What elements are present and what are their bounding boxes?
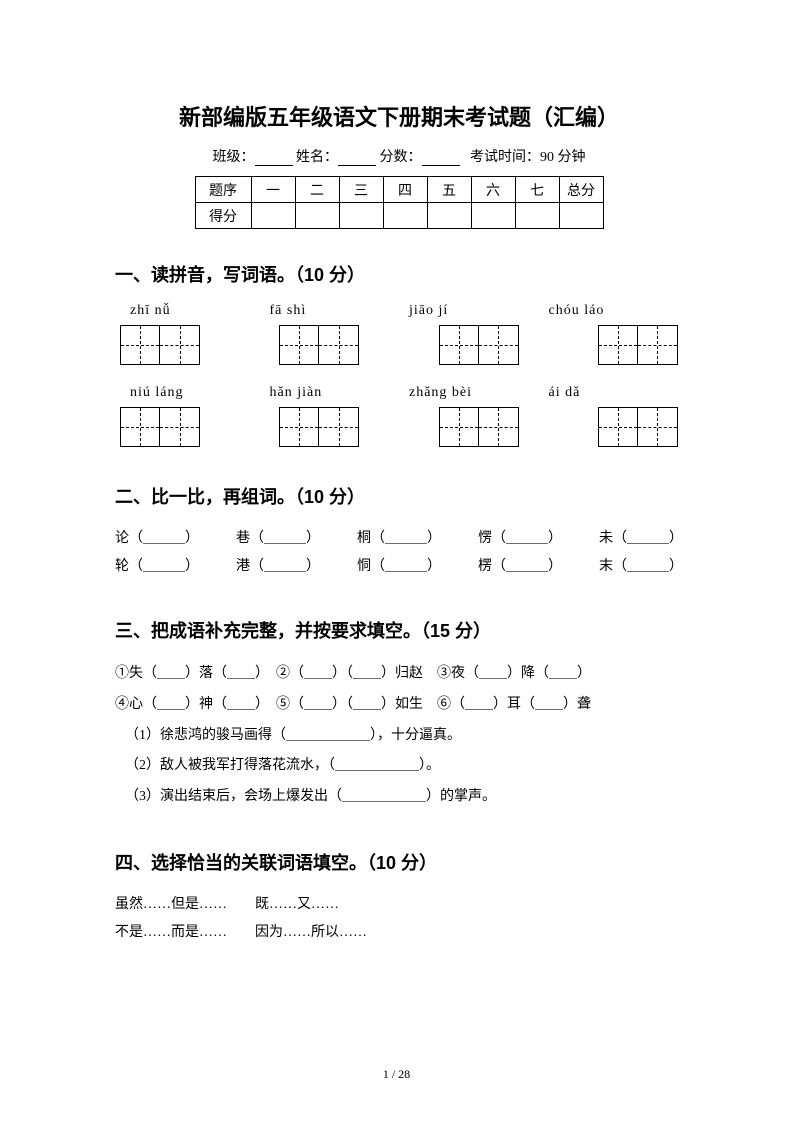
q3-line: ①失（＿＿）落（＿＿） ②（＿＿）（＿＿）归赵 ③夜（＿＿）降（＿＿） — [115, 659, 683, 690]
char-pair — [279, 325, 359, 365]
char-pair — [439, 325, 519, 365]
char-box — [279, 407, 319, 447]
score-table: 题序 一 二 三 四 五 六 七 总分 得分 — [195, 176, 604, 229]
q3-sub: （3）演出结束后，会场上爆发出（＿＿＿＿＿＿）的掌声。 — [115, 782, 683, 813]
boxes-row — [115, 407, 683, 447]
q2-item: 愣（＿＿＿） — [478, 525, 562, 553]
table-row: 得分 — [195, 203, 603, 229]
exam-time: 考试时间：90 分钟 — [470, 150, 586, 165]
char-box — [479, 407, 519, 447]
char-pair — [439, 407, 519, 447]
char-box — [319, 407, 359, 447]
pinyin-row: niú láng hǎn jiàn zhǎng bèi ái dǎ — [115, 385, 683, 401]
q2-item: 巷（＿＿＿） — [236, 525, 320, 553]
pinyin-item: niú láng — [120, 385, 260, 401]
col-cell: 二 — [295, 177, 339, 203]
row-header: 得分 — [195, 203, 251, 229]
pinyin-item: hǎn jiàn — [260, 385, 400, 401]
class-label: 班级： — [213, 150, 255, 165]
char-box — [279, 325, 319, 365]
q2-item: 楞（＿＿＿） — [478, 553, 562, 581]
info-line: 班级： 姓名： 分数： 考试时间：90 分钟 — [115, 146, 683, 166]
q3-line: ④心（＿＿）神（＿＿） ⑤（＿＿）（＿＿）如生 ⑥（＿＿）耳（＿＿）聋 — [115, 690, 683, 721]
char-pair — [120, 407, 200, 447]
q2-item: 港（＿＿＿） — [236, 553, 320, 581]
char-box — [598, 325, 638, 365]
section3-heading: 三、把成语补充完整，并按要求填空。（15 分） — [115, 617, 683, 643]
char-box — [439, 407, 479, 447]
pinyin-item: ái dǎ — [539, 385, 679, 401]
empty-cell — [471, 203, 515, 229]
char-box — [638, 325, 678, 365]
col-cell: 六 — [471, 177, 515, 203]
boxes-row — [115, 325, 683, 365]
col-cell: 七 — [515, 177, 559, 203]
q2-item: 桐（＿＿＿） — [357, 525, 441, 553]
char-box — [638, 407, 678, 447]
empty-cell — [383, 203, 427, 229]
pinyin-item: zhī nǚ — [120, 303, 260, 319]
q2-item: 论（＿＿＿） — [115, 525, 199, 553]
page-title: 新部编版五年级语文下册期末考试题（汇编） — [115, 100, 683, 132]
section4-heading: 四、选择恰当的关联词语填空。（10 分） — [115, 849, 683, 875]
char-box — [598, 407, 638, 447]
empty-cell — [427, 203, 471, 229]
col-cell: 总分 — [559, 177, 603, 203]
score-blank — [422, 165, 460, 166]
row-header: 题序 — [195, 177, 251, 203]
col-cell: 五 — [427, 177, 471, 203]
char-box — [160, 325, 200, 365]
char-box — [439, 325, 479, 365]
q2-item: 未（＿＿＿） — [599, 525, 683, 553]
empty-cell — [295, 203, 339, 229]
score-label: 分数： — [380, 150, 422, 165]
col-cell: 四 — [383, 177, 427, 203]
name-label: 姓名： — [296, 150, 338, 165]
q2-row: 轮（＿＿＿） 港（＿＿＿） 恫（＿＿＿） 楞（＿＿＿） 末（＿＿＿） — [115, 553, 683, 581]
q3-sub: （2）敌人被我军打得落花流水，（＿＿＿＿＿＿）。 — [115, 751, 683, 782]
pinyin-item: zhǎng bèi — [399, 385, 539, 401]
empty-cell — [559, 203, 603, 229]
section1-heading: 一、读拼音，写词语。（10 分） — [115, 261, 683, 287]
q3-sub: （1）徐悲鸿的骏马画得（＿＿＿＿＿＿），十分逼真。 — [115, 721, 683, 752]
char-box — [479, 325, 519, 365]
pinyin-item: chóu láo — [539, 303, 679, 319]
q2-item: 末（＿＿＿） — [599, 553, 683, 581]
class-blank — [255, 165, 293, 166]
q4-line: 虽然……但是…… 既……又…… — [115, 891, 683, 919]
char-pair — [598, 325, 678, 365]
pinyin-item: fā shì — [260, 303, 400, 319]
char-box — [120, 325, 160, 365]
col-cell: 一 — [251, 177, 295, 203]
name-blank — [338, 165, 376, 166]
char-box — [120, 407, 160, 447]
char-box — [319, 325, 359, 365]
empty-cell — [251, 203, 295, 229]
empty-cell — [515, 203, 559, 229]
section2-heading: 二、比一比，再组词。（10 分） — [115, 483, 683, 509]
q2-item: 恫（＿＿＿） — [357, 553, 441, 581]
char-pair — [598, 407, 678, 447]
table-row: 题序 一 二 三 四 五 六 七 总分 — [195, 177, 603, 203]
char-pair — [120, 325, 200, 365]
char-pair — [279, 407, 359, 447]
q2-item: 轮（＿＿＿） — [115, 553, 199, 581]
col-cell: 三 — [339, 177, 383, 203]
q4-line: 不是……而是…… 因为……所以…… — [115, 919, 683, 947]
q2-row: 论（＿＿＿） 巷（＿＿＿） 桐（＿＿＿） 愣（＿＿＿） 未（＿＿＿） — [115, 525, 683, 553]
pinyin-row: zhī nǚ fā shì jiāo jí chóu láo — [115, 303, 683, 319]
char-box — [160, 407, 200, 447]
pinyin-item: jiāo jí — [399, 303, 539, 319]
empty-cell — [339, 203, 383, 229]
page-number: 1 / 28 — [0, 1067, 793, 1082]
